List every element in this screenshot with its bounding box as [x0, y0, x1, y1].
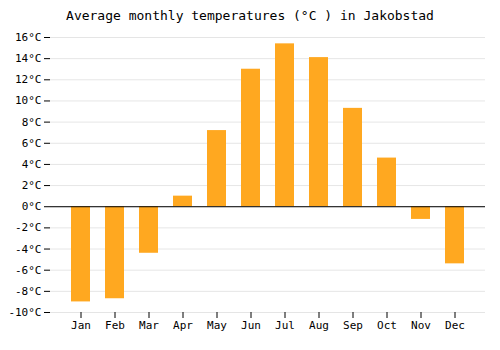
- svg-text:Sep: Sep: [343, 319, 363, 332]
- svg-text:10°C: 10°C: [15, 94, 42, 107]
- svg-text:Feb: Feb: [105, 319, 125, 332]
- svg-text:Jan: Jan: [71, 319, 91, 332]
- svg-text:Nov: Nov: [411, 319, 431, 332]
- svg-text:16°C: 16°C: [15, 31, 42, 44]
- svg-text:12°C: 12°C: [15, 73, 42, 86]
- svg-text:-4°C: -4°C: [15, 243, 42, 256]
- svg-text:Aug: Aug: [309, 319, 329, 332]
- svg-text:Apr: Apr: [173, 319, 193, 332]
- svg-text:6°C: 6°C: [22, 137, 42, 150]
- svg-text:Dec: Dec: [445, 319, 465, 332]
- svg-text:-8°C: -8°C: [15, 285, 42, 298]
- svg-text:-6°C: -6°C: [15, 264, 42, 277]
- svg-text:Jun: Jun: [241, 319, 261, 332]
- svg-text:Mar: Mar: [139, 319, 159, 332]
- html-text:Average monthly temperatures (: Average monthly temperatures (°C ) in Ja…: [66, 8, 434, 23]
- svg-text:0°C: 0°C: [22, 200, 42, 213]
- svg-text:Jul: Jul: [275, 319, 295, 332]
- svg-text:-10°C: -10°C: [8, 306, 41, 319]
- svg-text:14°C: 14°C: [15, 52, 42, 65]
- svg-text:May: May: [207, 319, 227, 332]
- svg-text:4°C: 4°C: [22, 158, 42, 171]
- svg-text:8°C: 8°C: [22, 116, 42, 129]
- svg-text:Oct: Oct: [377, 319, 397, 332]
- svg-text:-2°C: -2°C: [15, 221, 42, 234]
- svg-text:2°C: 2°C: [22, 179, 42, 192]
